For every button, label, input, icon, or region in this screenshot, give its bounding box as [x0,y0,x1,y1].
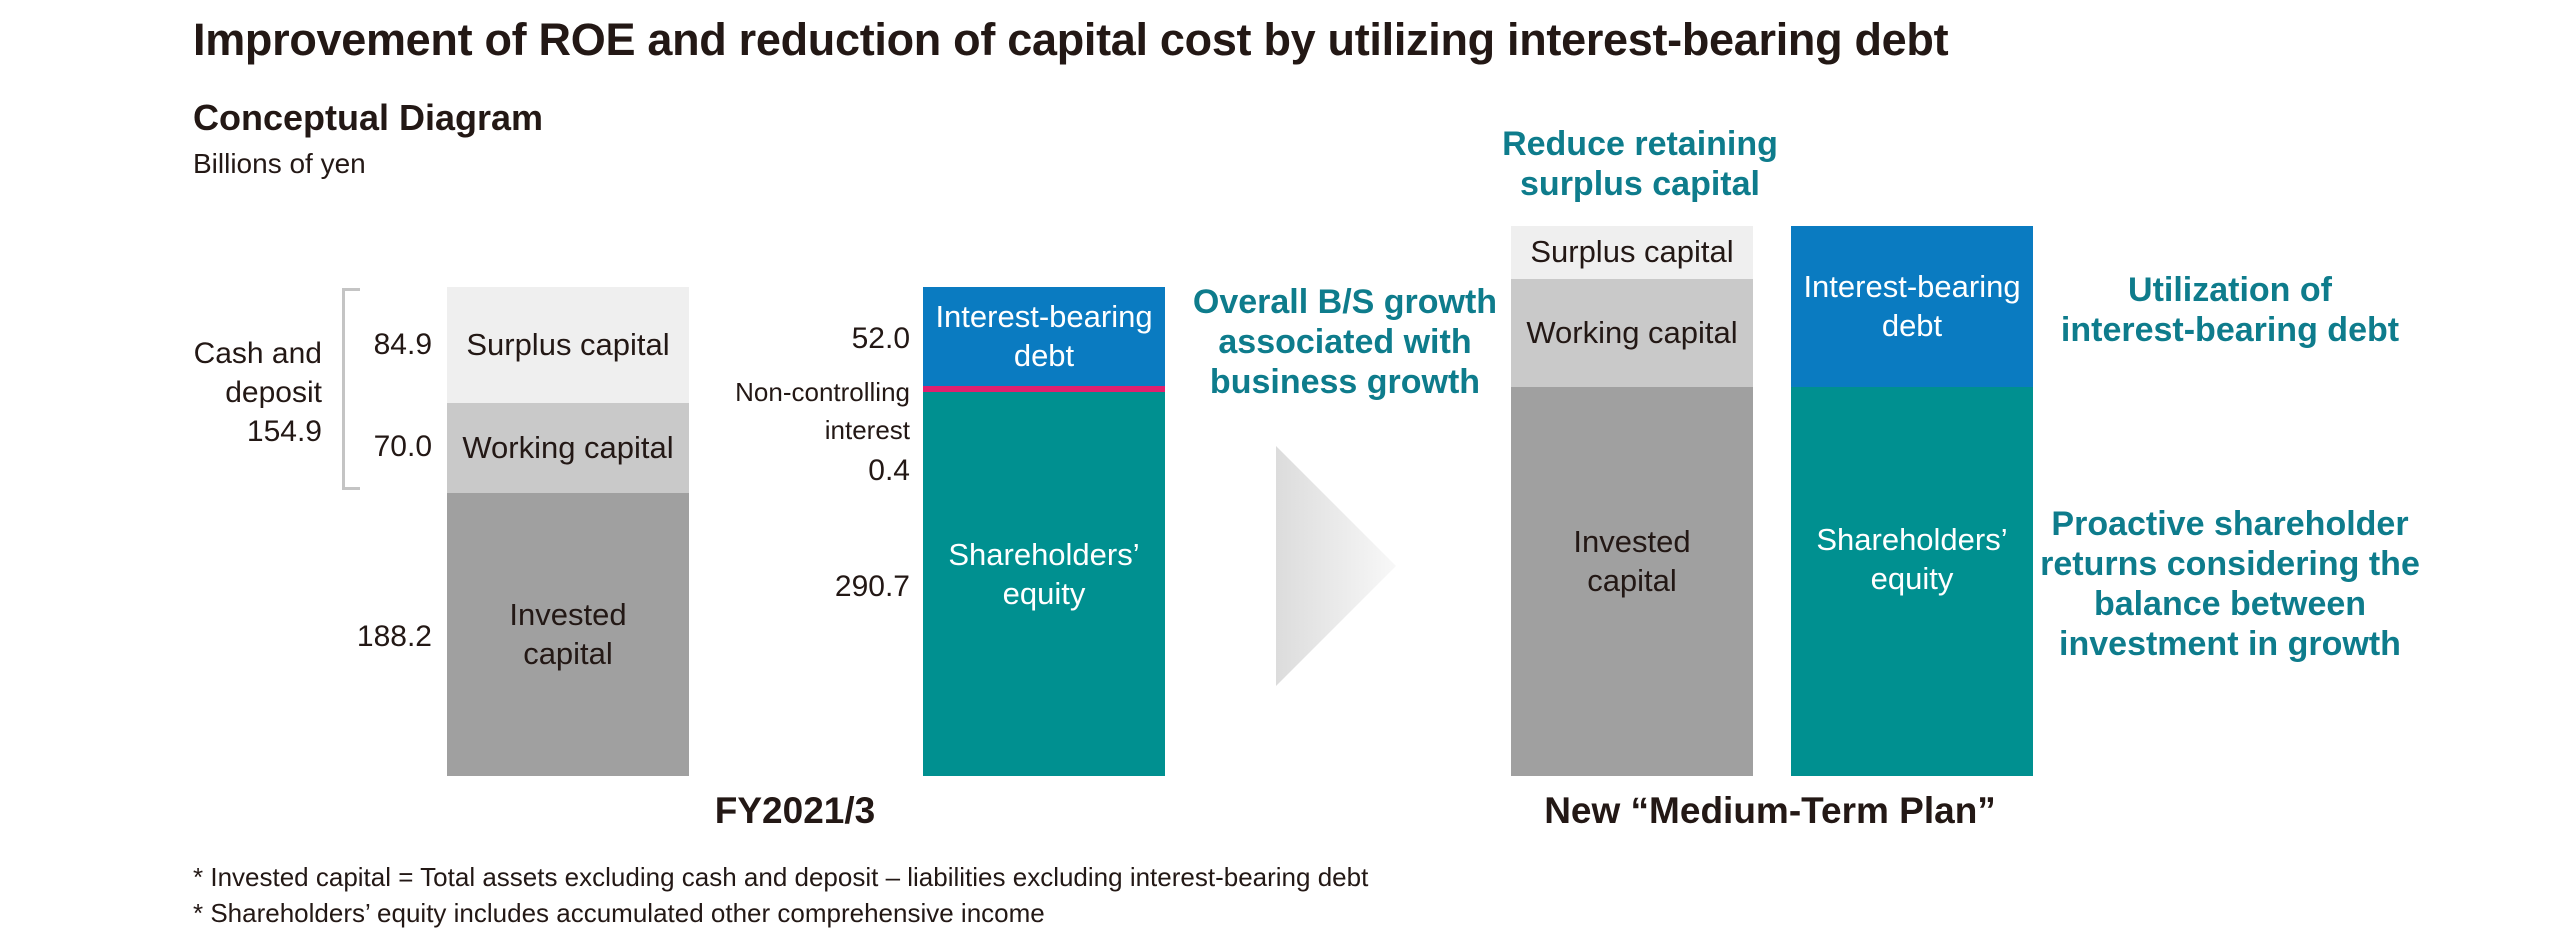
footnote-shareholders-equity: * Shareholders’ equity includes accumula… [193,898,1045,928]
utilization-line1: Utilization of [2128,271,2332,309]
returns-line3: balance between [2093,585,2367,624]
bs-growth-line3: business growth [1209,363,1481,402]
working-capital-block-fy2021: Working capital [447,403,689,493]
equity-label-plan-line2: equity [1870,560,1954,596]
diagram-subtitle: Conceptual Diagram [193,97,544,138]
working-capital-block-plan: Working capital [1511,279,1753,387]
invested-capital-block-fy2021: Invested capital [447,493,689,776]
cash-deposit-value: 154.9 [246,415,322,448]
equity-label-line2: equity [1002,576,1086,611]
shareholders-equity-block-plan: Shareholders’ equity [1791,387,2033,776]
units-label: Billions of yen [193,148,366,179]
shareholder-returns-text: Proactive shareholder returns considerin… [2040,504,2420,664]
equity-label-line1: Shareholders’ [948,537,1140,573]
bs-growth-line2: associated with [1218,323,1472,362]
debt-value-fy2021: 52.0 [851,322,910,355]
debt-label-plan-line1: Interest-bearing [1803,268,2021,304]
returns-line4: investment in growth [2059,625,2401,664]
nci-label: Non-controlling interest [690,374,910,449]
nci-value-fy2021: 0.4 [868,454,910,487]
working-capital-label: Working capital [462,429,674,465]
nci-label-line1: Non-controlling [735,377,910,407]
medium-term-plan-caption: New “Medium-Term Plan” [1544,790,1996,831]
utilization-line2: interest-bearing debt [2060,311,2400,350]
debt-label-plan-line2: debt [1881,307,1943,343]
utilization-text: Utilization of interest-bearing debt [2050,270,2410,350]
surplus-capital-label-plan: Surplus capital [1530,234,1734,270]
invested-value-fy2021: 188.2 [356,620,432,653]
equity-value-fy2021: 290.7 [834,570,910,603]
cash-deposit-bracket [342,288,360,490]
surplus-capital-label: Surplus capital [466,326,670,362]
interest-bearing-debt-block-fy2021: Interest-bearing debt [923,287,1165,387]
surplus-capital-block-fy2021: Surplus capital [447,287,689,403]
returns-line2: returns considering the [2040,545,2420,584]
debt-label-line2: debt [1013,338,1075,373]
working-capital-label-plan: Working capital [1526,314,1738,350]
nci-label-line2: interest [824,414,910,445]
surplus-capital-block-plan: Surplus capital [1511,226,1753,279]
debt-label-line1: Interest-bearing [935,299,1153,335]
returns-line1: Proactive shareholder [2051,505,2409,543]
invested-capital-label-line2: capital [523,635,613,671]
working-value-fy2021: 70.0 [373,430,432,463]
invested-capital-label-plan-line2: capital [1587,562,1677,598]
shareholders-equity-block-fy2021: Shareholders’ equity [923,392,1165,776]
bs-growth-line1: Overall B/S growth [1192,283,1498,321]
page-title: Improvement of ROE and reduction of capi… [193,14,1949,65]
cash-deposit-label: Cash and deposit 154.9 [150,334,322,451]
invested-capital-label-line1: Invested [509,596,627,632]
interest-bearing-debt-block-plan: Interest-bearing debt [1791,226,2033,387]
reduce-surplus-line2: surplus capital [1520,165,1760,204]
cash-deposit-label-line2: deposit [225,376,322,409]
bs-growth-text: Overall B/S growth associated with busin… [1180,282,1510,402]
equity-label-plan-line1: Shareholders’ [1816,521,2008,557]
invested-capital-label-plan-line1: Invested [1573,523,1691,559]
fy2021-caption: FY2021/3 [714,790,876,831]
cash-deposit-label-line1: Cash and [193,337,322,370]
reduce-surplus-text: Reduce retaining surplus capital [1470,124,1810,204]
footnote-invested-capital: * Invested capital = Total assets exclud… [193,862,1369,892]
reduce-surplus-line1: Reduce retaining [1502,125,1778,163]
invested-capital-block-plan: Invested capital [1511,387,1753,776]
surplus-value-fy2021: 84.9 [373,328,432,361]
non-controlling-interest-line [923,386,1165,392]
transition-arrow-icon [1276,446,1396,686]
